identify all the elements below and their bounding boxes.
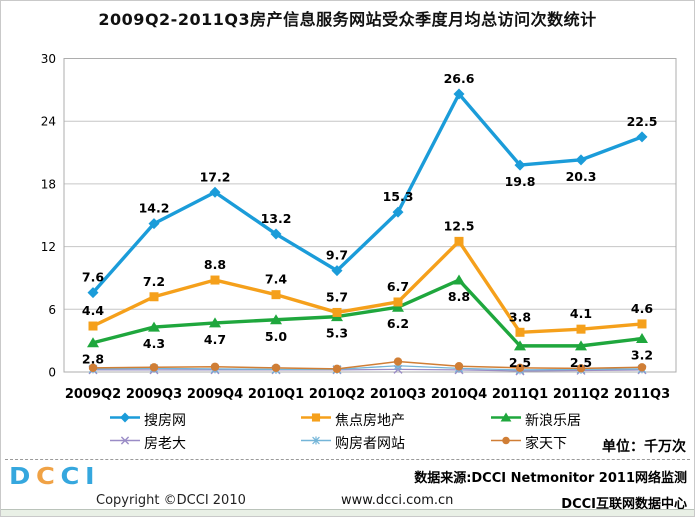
logo-letter: D xyxy=(9,464,36,490)
data-point-label: 3.8 xyxy=(509,309,531,324)
data-point-label: 5.0 xyxy=(265,329,287,344)
plot-border xyxy=(63,58,677,373)
x-axis-tick-label: 2009Q2 xyxy=(65,387,121,402)
series-line xyxy=(92,360,643,370)
data-point-label: 12.5 xyxy=(444,218,475,233)
series-line xyxy=(92,278,643,348)
footer-divider xyxy=(5,459,690,460)
data-source-text: 数据来源:DCCI Netmonitor 2011网络监测 xyxy=(414,471,687,486)
series-diamond xyxy=(87,88,648,299)
x-axis-tick-label: 2010Q3 xyxy=(370,387,426,402)
legend-item-goufangzhe: 购房者网站 xyxy=(300,432,405,453)
data-point-label: 5.7 xyxy=(326,289,348,304)
data-point-label: 17.2 xyxy=(200,169,231,184)
chart-title: 2009Q2-2011Q3房产信息服务网站受众季度月均总访问次数统计 xyxy=(98,10,597,29)
y-axis-tick-label: 6 xyxy=(48,303,56,317)
fanglaoda-line-marker-icon xyxy=(109,432,141,453)
legend-label: 搜房网 xyxy=(144,412,186,429)
dcci-logo: DCCI xyxy=(9,464,100,490)
jiatianxia-line-marker-icon xyxy=(490,432,522,453)
x-axis-tick-label: 2011Q1 xyxy=(492,387,548,402)
data-point-label: 2.8 xyxy=(82,352,104,367)
data-point-label: 6.2 xyxy=(387,316,409,331)
logo-letter: I xyxy=(85,464,101,490)
series-line xyxy=(93,368,643,372)
data-point-label: 3.2 xyxy=(631,348,653,363)
legend-label: 房老大 xyxy=(144,435,186,452)
legend-label: 新浪乐居 xyxy=(525,412,581,429)
data-point-label: 4.6 xyxy=(631,301,653,316)
data-point-label: 2.5 xyxy=(509,355,531,370)
data-point-label: 7.6 xyxy=(82,270,104,285)
data-point-label: 19.8 xyxy=(505,174,536,189)
legend-item-focus-realestate: 焦点房地产 xyxy=(300,409,405,430)
data-point-label: 22.5 xyxy=(627,114,658,129)
series-circle xyxy=(88,357,647,374)
data-point-label: 4.4 xyxy=(82,303,104,318)
legend-label: 购房者网站 xyxy=(335,435,405,452)
x-axis-tick-label: 2010Q1 xyxy=(248,387,304,402)
y-axis-tick-label: 18 xyxy=(41,177,56,191)
data-point-label: 7.2 xyxy=(143,274,165,289)
chart-canvas: 0 6 12 18 24 30 2009Q2 2009Q3 2009Q4 2010Q1 2010Q2… xyxy=(41,52,677,402)
data-point-label: 4.3 xyxy=(143,336,165,351)
org-name-text: DCCI互联网数据中心 xyxy=(561,497,687,512)
series-line xyxy=(92,239,643,334)
y-axis-tick-label: 30 xyxy=(41,52,56,66)
series-line xyxy=(92,365,643,371)
legend-item-soufun: 搜房网 xyxy=(109,409,186,430)
x-axis-tick-label: 2011Q3 xyxy=(614,387,670,402)
data-point-label: 14.2 xyxy=(139,201,170,216)
soufun-line-marker-icon xyxy=(109,409,141,430)
data-point-label: 8.8 xyxy=(448,289,470,304)
copyright-text: Copyright ©DCCI 2010 xyxy=(96,493,246,508)
data-point-label: 8.8 xyxy=(204,257,226,272)
data-point-label: 9.7 xyxy=(326,248,348,263)
series-triangle xyxy=(87,274,648,351)
data-point-label: 15.3 xyxy=(383,189,414,204)
y-axis-tick-label: 12 xyxy=(41,240,56,254)
website-text: www.dcci.com.cn xyxy=(341,493,454,508)
x-axis-tick-label: 2010Q4 xyxy=(431,387,487,402)
goufangzhe-line-marker-icon xyxy=(300,432,332,453)
data-point-label: 13.2 xyxy=(261,211,292,226)
logo-letter: C xyxy=(60,464,86,490)
data-point-label: 26.6 xyxy=(444,71,475,86)
x-axis-tick-label: 2011Q2 xyxy=(553,387,609,402)
data-point-label: 2.5 xyxy=(570,355,592,370)
series-square xyxy=(88,236,647,337)
x-axis-tick-label: 2010Q2 xyxy=(309,387,365,402)
unit-label: 单位：千万次 xyxy=(602,439,686,455)
x-axis-tick-label: 2009Q3 xyxy=(126,387,182,402)
y-axis-tick-label: 0 xyxy=(48,366,56,380)
legend-label: 焦点房地产 xyxy=(335,412,405,429)
data-point-label: 6.7 xyxy=(387,279,409,294)
legend-item-jiatianxia: 家天下 xyxy=(490,432,567,453)
bottom-strip xyxy=(1,509,694,516)
legend-item-sina-leju: 新浪乐居 xyxy=(490,409,581,430)
legend-label: 家天下 xyxy=(525,435,567,452)
data-point-label: 5.3 xyxy=(326,326,348,341)
y-axis-tick-label: 24 xyxy=(41,115,56,129)
focus-line-marker-icon xyxy=(300,409,332,430)
data-point-label: 7.4 xyxy=(265,272,287,287)
data-point-label: 4.1 xyxy=(570,306,592,321)
legend-item-fanglaoda: 房老大 xyxy=(109,432,186,453)
data-point-label: 20.3 xyxy=(566,169,597,184)
series-line xyxy=(91,92,643,294)
logo-letter: C xyxy=(35,464,61,490)
data-point-label: 4.7 xyxy=(204,332,226,347)
x-axis-tick-label: 2009Q4 xyxy=(187,387,243,402)
leju-line-marker-icon xyxy=(490,409,522,430)
